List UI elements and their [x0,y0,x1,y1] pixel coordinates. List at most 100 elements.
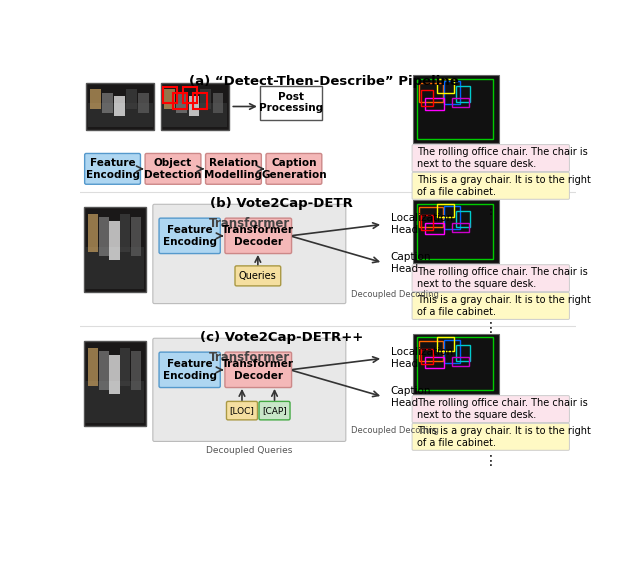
Bar [421,215,433,230]
Text: Feature
Encoding: Feature Encoding [86,158,140,180]
Bar [417,337,493,390]
Bar [85,380,145,423]
Bar [200,89,211,109]
Bar [88,214,98,252]
Text: Transformer
Decoder: Transformer Decoder [222,225,294,246]
Bar [436,337,454,351]
Text: Feature
Encoding: Feature Encoding [163,359,217,380]
Bar [99,351,109,390]
Text: ⋮: ⋮ [484,454,498,468]
Bar [444,340,460,363]
FancyBboxPatch shape [145,154,201,185]
Bar [88,347,98,386]
Text: (b) Vote2Cap-DETR: (b) Vote2Cap-DETR [210,197,353,210]
Text: This is a gray chair. It is to the right
of a file cabinet.: This is a gray chair. It is to the right… [417,426,591,448]
Bar [260,86,322,120]
Text: Queries: Queries [239,271,276,281]
Bar [456,211,470,226]
Bar [125,89,136,109]
FancyBboxPatch shape [235,266,281,286]
FancyBboxPatch shape [266,154,322,185]
Bar [417,79,493,139]
Text: The rolling office chair. The chair is
next to the square desk.: The rolling office chair. The chair is n… [417,147,588,169]
Text: Object
Detection: Object Detection [144,158,202,180]
Text: The rolling office chair. The chair is
next to the square desk.: The rolling office chair. The chair is n… [417,398,588,420]
Text: Transformer: Transformer [209,217,290,230]
Bar [452,98,469,107]
Text: The rolling office chair. The chair is
next to the square desk.: The rolling office chair. The chair is n… [417,268,588,289]
Text: (c) Vote2Cap-DETR++: (c) Vote2Cap-DETR++ [200,331,363,344]
FancyBboxPatch shape [412,265,570,292]
Text: Transformer
Decoder: Transformer Decoder [222,359,294,380]
Text: Feature
Encoding: Feature Encoding [163,225,217,246]
Bar [436,203,454,217]
FancyBboxPatch shape [412,172,570,199]
Bar [419,83,443,102]
FancyBboxPatch shape [412,144,570,171]
Text: [CAP]: [CAP] [262,406,287,415]
FancyBboxPatch shape [412,395,570,422]
Bar [425,357,444,368]
Bar [86,83,154,131]
Bar [193,93,207,109]
Text: Caption
Head: Caption Head [391,252,431,273]
Bar [417,203,493,259]
FancyBboxPatch shape [205,154,261,185]
FancyBboxPatch shape [225,352,292,387]
FancyBboxPatch shape [153,205,346,304]
Bar [425,223,444,234]
Bar [419,207,443,226]
Bar [109,221,120,260]
Bar [173,93,187,109]
Bar [161,83,229,131]
Bar [413,199,499,263]
Bar [176,93,187,113]
Bar [183,87,197,103]
Text: Localization
Head: Localization Head [391,347,453,369]
FancyBboxPatch shape [412,292,570,319]
Text: Relation
Modelling: Relation Modelling [204,158,262,180]
FancyBboxPatch shape [84,154,140,185]
Bar [413,333,499,394]
Bar [84,207,146,292]
Bar [164,89,175,109]
Bar [84,342,146,426]
Bar [421,349,433,364]
Text: ⋮: ⋮ [484,203,498,217]
Bar [456,345,470,360]
Bar [120,347,131,386]
Text: Localization
Head: Localization Head [391,214,453,235]
Bar [163,87,177,103]
Bar [452,223,469,232]
FancyBboxPatch shape [412,423,570,450]
FancyBboxPatch shape [159,218,220,254]
Text: Caption
Generation: Caption Generation [261,158,326,180]
Text: Caption
Head: Caption Head [391,386,431,407]
Text: (a) “Detect-Then-Describe” Pipeline: (a) “Detect-Then-Describe” Pipeline [189,75,459,88]
Text: Decoupled Decoding: Decoupled Decoding [351,426,438,435]
FancyBboxPatch shape [225,218,292,254]
Bar [436,79,454,93]
Bar [120,214,131,252]
FancyBboxPatch shape [159,352,220,387]
Bar [131,217,141,256]
FancyBboxPatch shape [259,402,290,420]
Bar [162,103,227,127]
Bar [413,75,499,143]
Bar [421,91,433,106]
Text: This is a gray chair. It is to the right
of a file cabinet.: This is a gray chair. It is to the right… [417,175,591,197]
Bar [452,357,469,366]
Bar [109,355,120,394]
Bar [99,217,109,256]
Text: This is a gray chair. It is to the right
of a file cabinet.: This is a gray chair. It is to the right… [417,295,591,317]
FancyBboxPatch shape [153,338,346,441]
Bar [138,93,149,113]
Bar [212,93,223,113]
Bar [102,93,113,113]
Text: ⋮: ⋮ [484,321,498,335]
Bar [419,342,443,360]
Text: Decoupled Decoding: Decoupled Decoding [351,290,438,299]
Bar [444,81,460,104]
Bar [444,206,460,229]
Bar [88,103,153,127]
